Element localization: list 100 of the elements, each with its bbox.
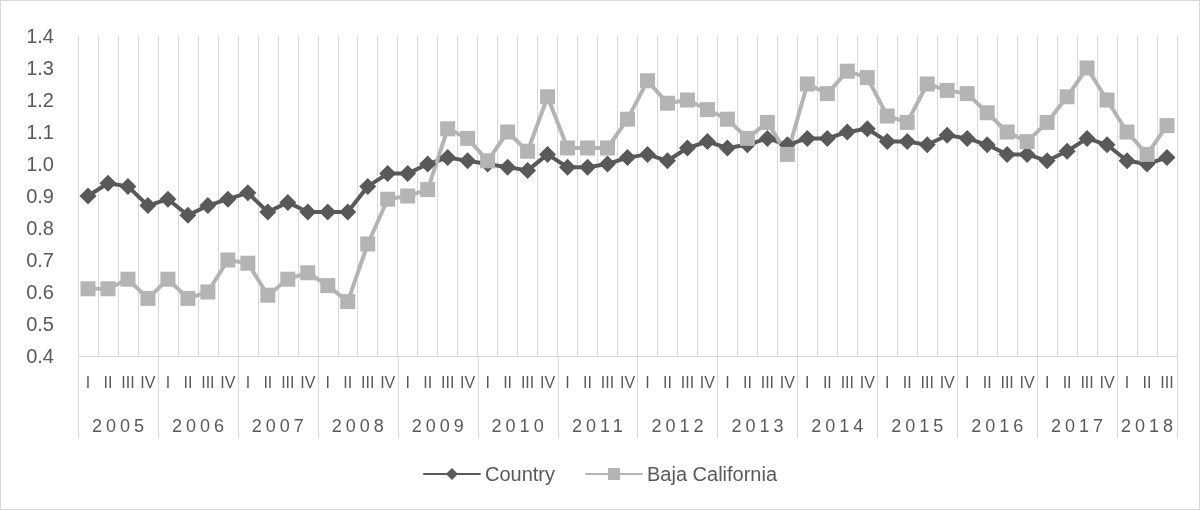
x-tick-label: III — [600, 373, 615, 391]
text: 2008 — [331, 415, 388, 437]
point — [399, 165, 417, 183]
y-tick-label: 1.3 — [26, 57, 54, 79]
x-tick-label: I — [964, 373, 970, 391]
point — [1038, 152, 1056, 170]
point — [420, 182, 436, 198]
x-tick-label: I — [725, 373, 730, 391]
point — [500, 124, 516, 140]
point — [280, 271, 296, 287]
point — [80, 281, 96, 297]
y-tick-label: 0.8 — [26, 217, 54, 239]
point — [579, 158, 597, 176]
point — [540, 89, 556, 105]
y-tick-label: 0.9 — [26, 185, 54, 207]
x-tick-label: IV — [460, 373, 476, 391]
point — [599, 155, 617, 173]
x-tick-label: III — [281, 373, 295, 391]
point — [758, 129, 776, 147]
point — [939, 82, 955, 98]
point — [659, 95, 675, 111]
x-tick-label: I — [325, 373, 330, 391]
point — [1099, 92, 1115, 108]
x-tick-label: II — [103, 373, 113, 391]
point — [459, 152, 477, 170]
x-tick-label: IV — [1019, 373, 1036, 391]
x-tick-label: I — [165, 373, 171, 391]
point — [619, 149, 636, 167]
x-tick-label: II — [742, 373, 752, 391]
text: 2005 — [91, 415, 148, 437]
point — [460, 130, 476, 146]
x-tick-label: IV — [1099, 373, 1115, 391]
point — [119, 177, 137, 195]
point — [220, 252, 236, 268]
point — [259, 203, 277, 221]
point — [260, 287, 276, 303]
x-tick-label: IV — [779, 373, 796, 391]
point — [839, 63, 855, 79]
point — [739, 130, 755, 146]
x-tick-label: II — [822, 373, 832, 391]
point — [140, 290, 156, 306]
point — [938, 126, 956, 144]
x-tick-label: III — [840, 373, 854, 391]
x-tick-label: II — [343, 373, 353, 391]
point — [838, 123, 856, 141]
x-tick-label: II — [583, 373, 592, 391]
text: 2014 — [811, 415, 868, 437]
x-tick-label: I — [245, 373, 251, 391]
point — [979, 105, 995, 121]
text: 2015 — [891, 415, 948, 437]
point — [159, 190, 177, 208]
x-tick-label: IV — [540, 373, 556, 391]
point — [779, 146, 795, 162]
x-tick-label: III — [1080, 373, 1094, 391]
x-tick-label: II — [183, 373, 193, 391]
point — [180, 290, 196, 306]
point — [1098, 136, 1116, 154]
x-tick-label: IV — [140, 373, 156, 391]
y-tick-label: 0.4 — [26, 345, 54, 367]
point — [79, 187, 97, 205]
point — [299, 203, 317, 221]
point — [858, 120, 876, 138]
point — [958, 129, 976, 147]
x-tick-label: I — [885, 373, 890, 391]
x-tick-label: III — [680, 373, 695, 391]
y-tick-label: 1.0 — [26, 153, 54, 175]
x-tick-label: I — [645, 373, 650, 391]
point — [859, 70, 875, 86]
x-tick-label: II — [982, 373, 992, 391]
y-tick-label: 0.5 — [26, 313, 54, 335]
y-tick-label: 0.7 — [26, 249, 54, 271]
point — [959, 86, 975, 102]
point — [439, 149, 457, 167]
x-tick-label: I — [565, 373, 570, 391]
x-tick-label: III — [520, 373, 535, 391]
point — [819, 86, 835, 102]
x-tick-label: III — [121, 373, 135, 391]
x-tick-label: I — [1044, 373, 1050, 391]
point — [360, 236, 376, 252]
point — [559, 158, 577, 176]
point — [300, 265, 316, 281]
point — [400, 188, 416, 204]
point — [1058, 142, 1076, 160]
text: 2006 — [171, 415, 228, 437]
point — [519, 161, 537, 179]
point — [99, 174, 117, 192]
point — [878, 133, 896, 151]
point — [139, 197, 157, 215]
point — [199, 197, 217, 215]
point — [1158, 149, 1176, 167]
point — [620, 111, 635, 127]
y-tick-label: 1.4 — [26, 25, 54, 47]
point — [380, 191, 396, 207]
x-tick-label: II — [263, 373, 273, 391]
x-tick-label: IV — [619, 373, 636, 391]
text: 2012 — [651, 415, 708, 437]
y-tick-label: 0.6 — [26, 281, 54, 303]
point — [359, 177, 377, 195]
x-tick-label: IV — [699, 373, 716, 391]
x-tick-label: I — [1124, 373, 1130, 391]
